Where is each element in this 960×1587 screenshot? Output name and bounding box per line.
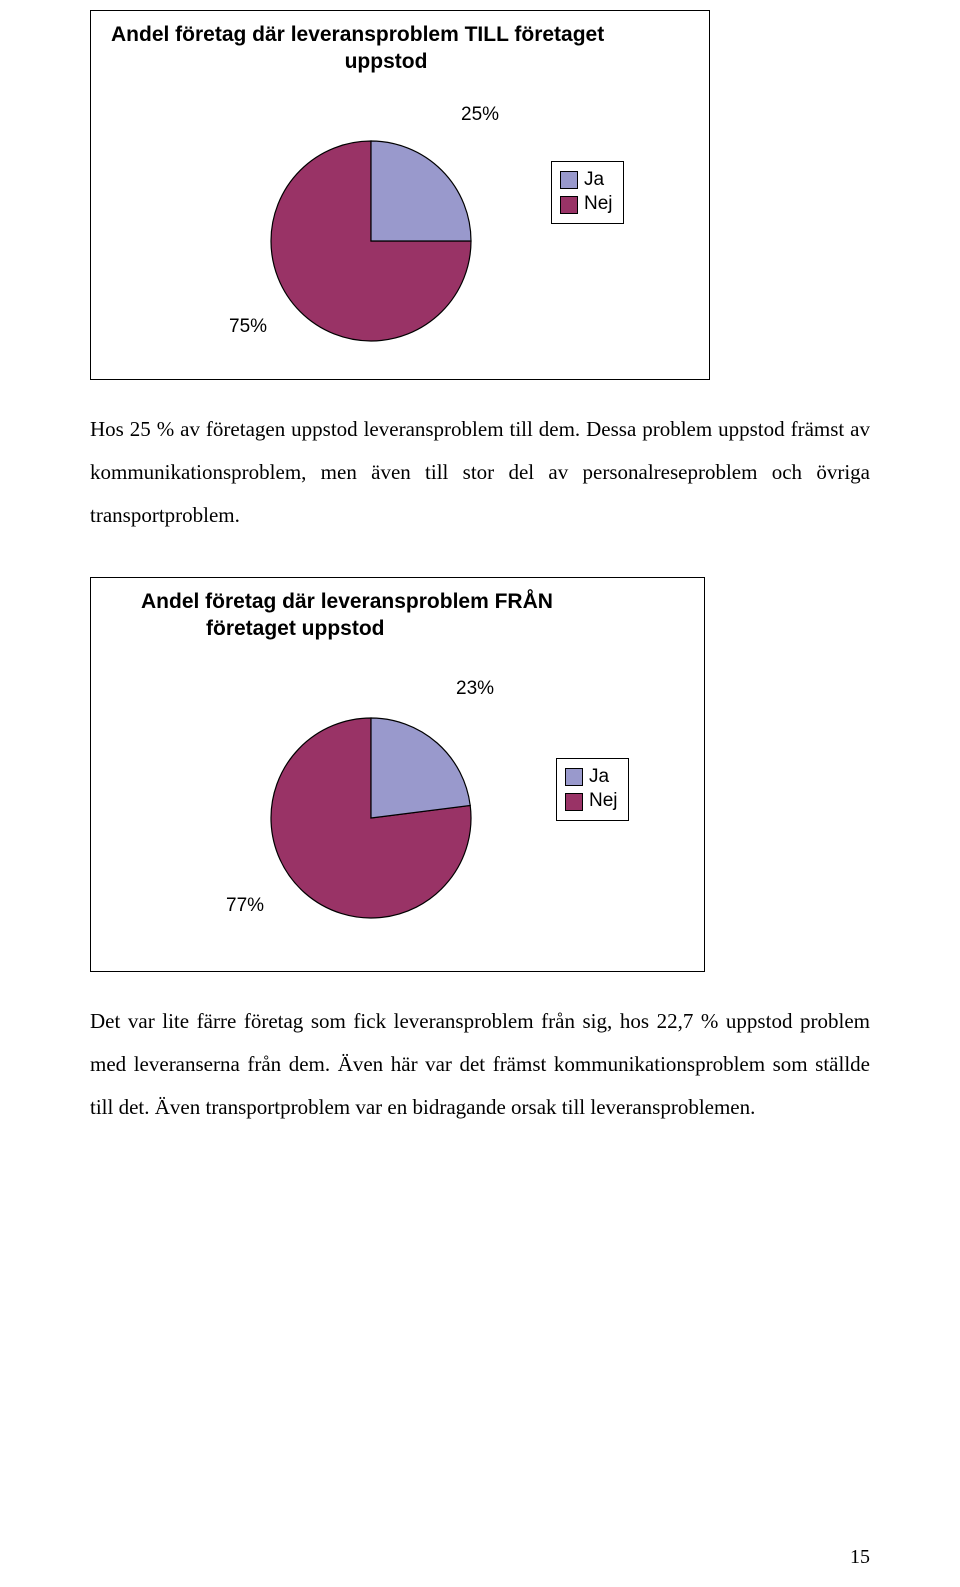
chart1-title-line1: Andel företag där leveransproblem TILL f… bbox=[111, 23, 604, 46]
paragraph2: Det var lite färre företag som fick leve… bbox=[90, 1000, 870, 1129]
legend-swatch-nej bbox=[565, 793, 583, 811]
chart2-title: Andel företag där leveransproblem FRÅN f… bbox=[91, 578, 704, 643]
chart2-container: Andel företag där leveransproblem FRÅN f… bbox=[90, 577, 705, 972]
chart1-title-line2: uppstod bbox=[111, 48, 661, 75]
paragraph1: Hos 25 % av företagen uppstod leveranspr… bbox=[90, 408, 870, 537]
legend-label-nej: Nej bbox=[584, 192, 613, 217]
chart2-label-nej: 77% bbox=[226, 895, 264, 917]
chart1-pie-area: 25% 75% Ja Nej bbox=[91, 76, 709, 351]
chart1-legend-row-ja: Ja bbox=[560, 168, 613, 193]
chart2-label-ja: 23% bbox=[456, 678, 494, 700]
page-number: 15 bbox=[850, 1546, 870, 1569]
chart2-legend-row-ja: Ja bbox=[565, 765, 618, 790]
legend-label-ja: Ja bbox=[584, 168, 604, 193]
legend-swatch-ja bbox=[560, 171, 578, 189]
chart2-legend-row-nej: Nej bbox=[565, 789, 618, 814]
legend-swatch-ja bbox=[565, 768, 583, 786]
page: Andel företag där leveransproblem TILL f… bbox=[0, 10, 960, 1587]
chart1-label-ja: 25% bbox=[461, 104, 499, 126]
chart1-legend-row-nej: Nej bbox=[560, 192, 613, 217]
legend-label-ja: Ja bbox=[589, 765, 609, 790]
chart1-pie bbox=[91, 76, 711, 376]
chart1-label-nej: 75% bbox=[229, 316, 267, 338]
chart2-legend: Ja Nej bbox=[556, 758, 629, 821]
chart2-title-line2: företaget uppstod bbox=[141, 615, 684, 642]
legend-label-nej: Nej bbox=[589, 789, 618, 814]
chart2-pie-area: 23% 77% Ja Nej bbox=[91, 643, 704, 918]
chart1-container: Andel företag där leveransproblem TILL f… bbox=[90, 10, 710, 380]
chart2-title-line1: Andel företag där leveransproblem FRÅN bbox=[141, 590, 553, 613]
legend-swatch-nej bbox=[560, 196, 578, 214]
chart1-legend: Ja Nej bbox=[551, 161, 624, 224]
spacer bbox=[0, 537, 960, 577]
chart1-title: Andel företag där leveransproblem TILL f… bbox=[91, 11, 709, 76]
